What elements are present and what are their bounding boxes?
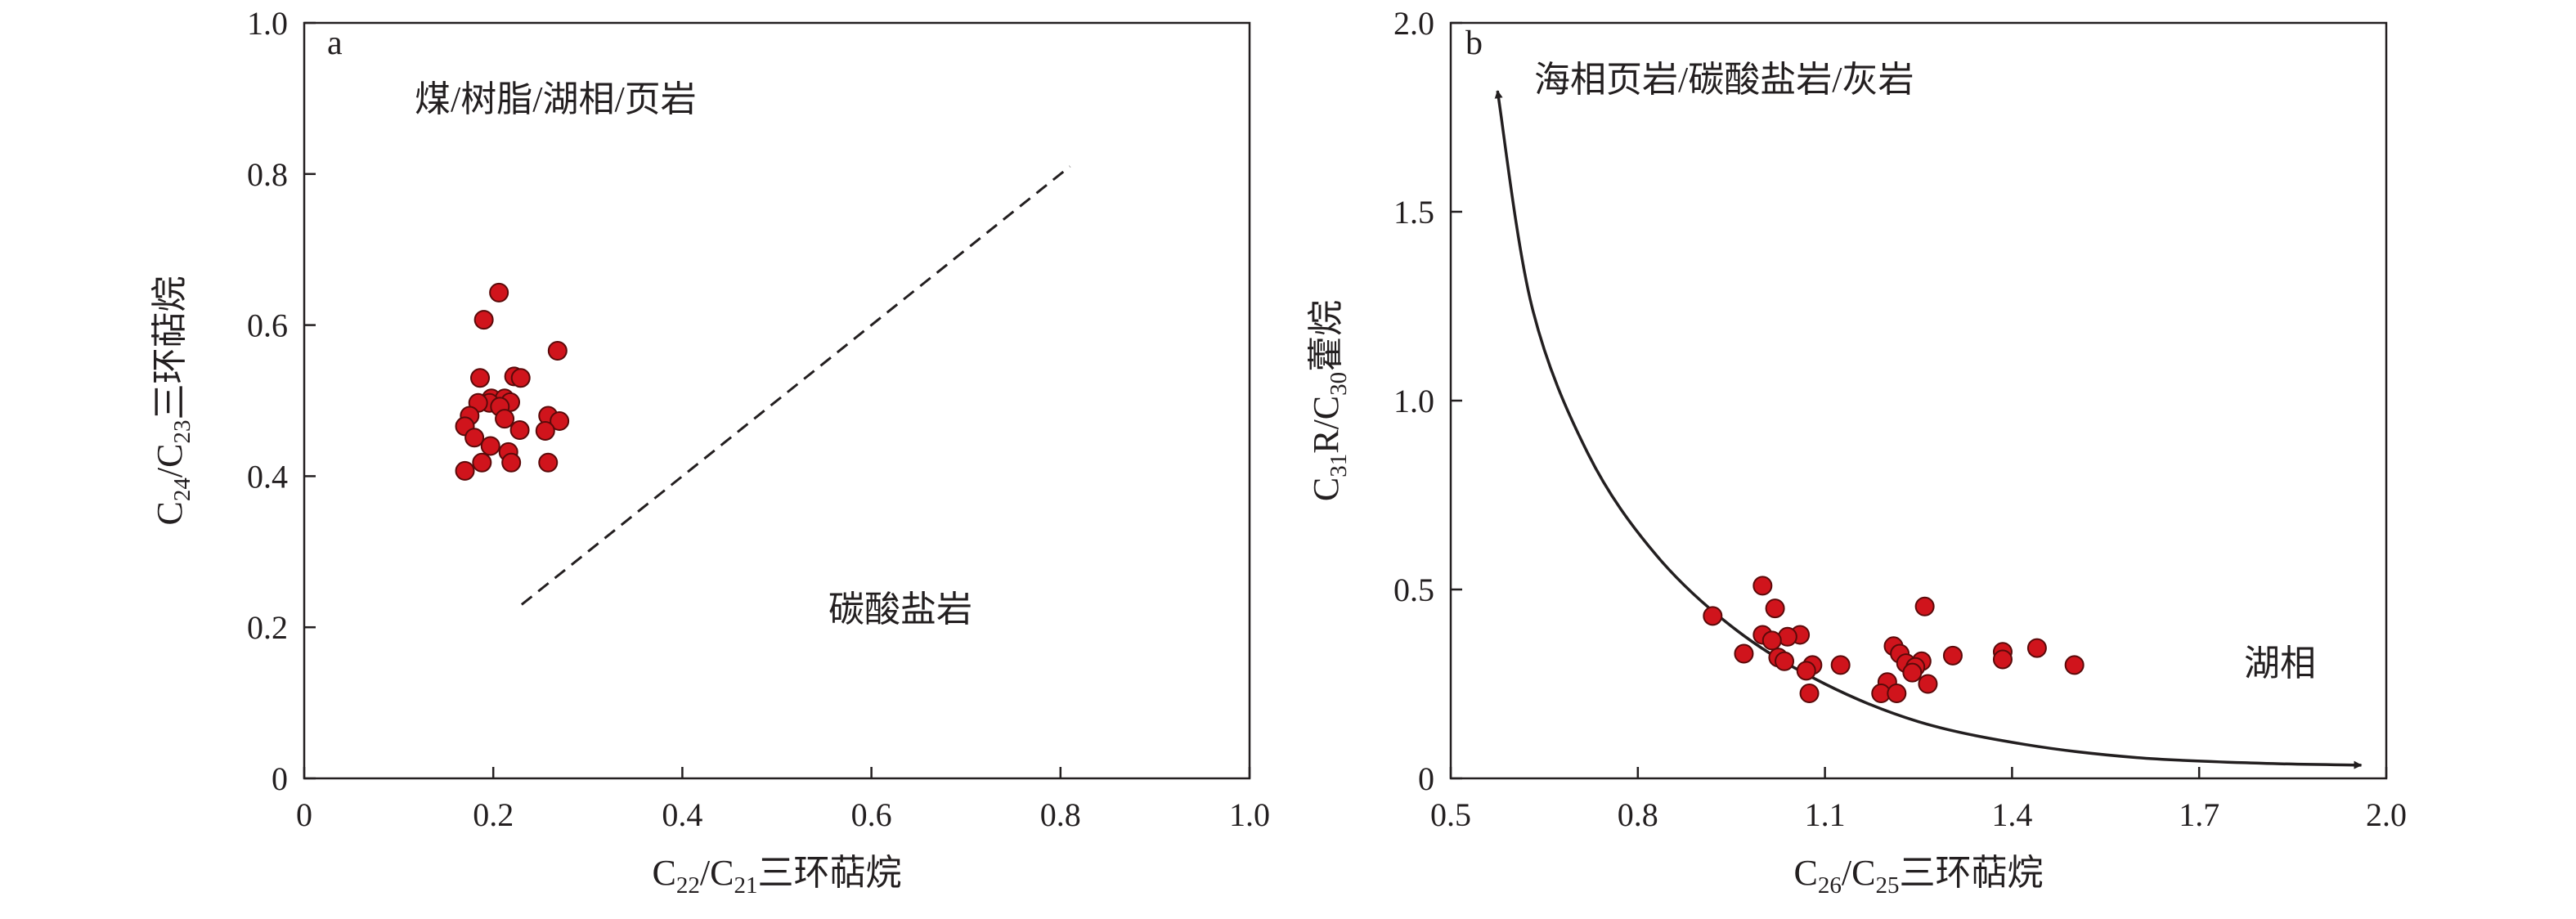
y-axis-title-post: 藿烷	[1306, 300, 1346, 372]
x-axis-title-sub2: 25	[1875, 872, 1899, 899]
data-point	[1942, 645, 1963, 666]
x-axis-title: C26/C25三环萜烷	[1794, 853, 2044, 899]
y-axis-title-sub1: 31	[1326, 454, 1352, 477]
data-point	[550, 410, 570, 431]
x-axis-title-mid: /C	[700, 853, 734, 893]
x-tick-label: 2.0	[2366, 796, 2407, 833]
data-point	[1914, 596, 1935, 616]
data-point	[501, 452, 522, 473]
x-axis-title-pre: C	[1794, 853, 1818, 893]
region-label: 海相页岩/碳酸盐岩/灰岩	[1534, 60, 1914, 100]
data-point	[1761, 630, 1782, 651]
data-point	[509, 420, 530, 441]
panel-label: a	[327, 25, 343, 62]
x-axis-title-sub1: 26	[1818, 872, 1842, 899]
data-point	[1775, 651, 1795, 671]
data-point	[1830, 655, 1851, 675]
data-point	[489, 282, 509, 303]
y-axis-title-sub2: 30	[1326, 372, 1352, 396]
data-point	[455, 460, 475, 481]
data-point	[472, 452, 492, 473]
y-axis-title-sub2: 23	[169, 420, 195, 444]
y-axis-title-pre: C	[150, 501, 190, 525]
panel-b-scatter: 0.5 0.8 1.1 1.4 1.7 2.000.51.01.52.0C26/C25三环…	[1306, 5, 2407, 899]
y-axis-title-sub1: 24	[169, 477, 195, 502]
data-point	[1992, 649, 2013, 670]
data-point	[473, 310, 494, 330]
x-tick-label: 1.0	[1229, 796, 1270, 833]
data-point	[480, 436, 500, 456]
region-label: 湖相	[2244, 643, 2316, 684]
data-point	[1918, 674, 1938, 694]
data-point	[547, 341, 568, 361]
region-label: 煤/树脂/湖相/页岩	[415, 79, 697, 119]
y-axis-title-post: 三环萜烷	[150, 276, 190, 420]
y-axis-title: C31R/C30藿烷	[1306, 300, 1352, 501]
y-tick-label: 1.0	[247, 5, 288, 42]
x-tick-label: 0.5	[1430, 796, 1471, 833]
y-tick-label: 0.4	[247, 458, 288, 495]
x-tick-label: 1.4	[1991, 796, 2032, 833]
plot-frame	[303, 21, 1251, 780]
x-axis-title-sub1: 22	[676, 872, 700, 899]
y-tick-label: 1.5	[1393, 194, 1434, 231]
x-tick-label: 0.8	[1618, 796, 1658, 833]
y-tick-label: 0.2	[247, 609, 288, 646]
x-axis-title-post: 三环萜烷	[757, 853, 901, 893]
x-tick-label: 0	[296, 796, 312, 833]
x-axis-title: C22/C21三环萜烷	[653, 853, 902, 899]
x-tick-label: 0.4	[662, 796, 702, 833]
data-point	[1734, 643, 1754, 664]
region-label: 碳酸盐岩	[828, 590, 972, 630]
data-point	[510, 368, 531, 388]
data-point	[470, 368, 491, 388]
y-tick-label: 0.8	[247, 156, 288, 193]
x-tick-label: 0.8	[1040, 796, 1081, 833]
data-point	[1799, 684, 1820, 704]
data-point	[495, 409, 515, 429]
x-axis-title-post: 三环萜烷	[1899, 853, 2043, 893]
y-axis-title-mid: R/C	[1306, 396, 1346, 454]
y-axis-title-pre: C	[1306, 477, 1346, 501]
panel-a-scatter: 0 0.2 0.4 0.6 0.8 1.000.20.40.60.81.0C22/C21三…	[150, 5, 1270, 899]
data-point	[535, 420, 555, 441]
data-point	[2064, 655, 2085, 675]
x-axis-title-pre: C	[653, 853, 676, 893]
y-tick-label: 0	[272, 760, 288, 797]
data-point	[1796, 661, 1816, 681]
y-tick-label: 0.5	[1393, 572, 1434, 608]
data-point	[464, 428, 485, 448]
data-point	[1765, 598, 1785, 619]
y-tick-label: 0	[1418, 760, 1434, 797]
y-tick-label: 1.0	[1393, 383, 1434, 419]
y-axis-title: C24/C23三环萜烷	[150, 276, 195, 526]
x-axis-title-mid: /C	[1842, 853, 1876, 893]
data-point	[1887, 684, 1907, 704]
y-tick-label: 0.6	[247, 307, 288, 344]
x-tick-label: 0.6	[851, 796, 892, 833]
data-point	[1752, 576, 1773, 596]
x-tick-label: 1.1	[1805, 796, 1846, 833]
x-tick-label: 0.2	[473, 796, 514, 833]
boundary-dashed-line	[520, 165, 1071, 606]
y-axis-title-mid: /C	[150, 444, 190, 478]
panel-label: b	[1465, 25, 1483, 62]
x-tick-label: 1.7	[2179, 796, 2219, 833]
data-point	[1902, 662, 1923, 683]
y-tick-label: 2.0	[1393, 5, 1434, 42]
data-point	[2026, 638, 2047, 658]
data-point	[538, 452, 559, 473]
data-point	[1703, 606, 1723, 626]
x-axis-title-sub2: 21	[734, 872, 757, 899]
